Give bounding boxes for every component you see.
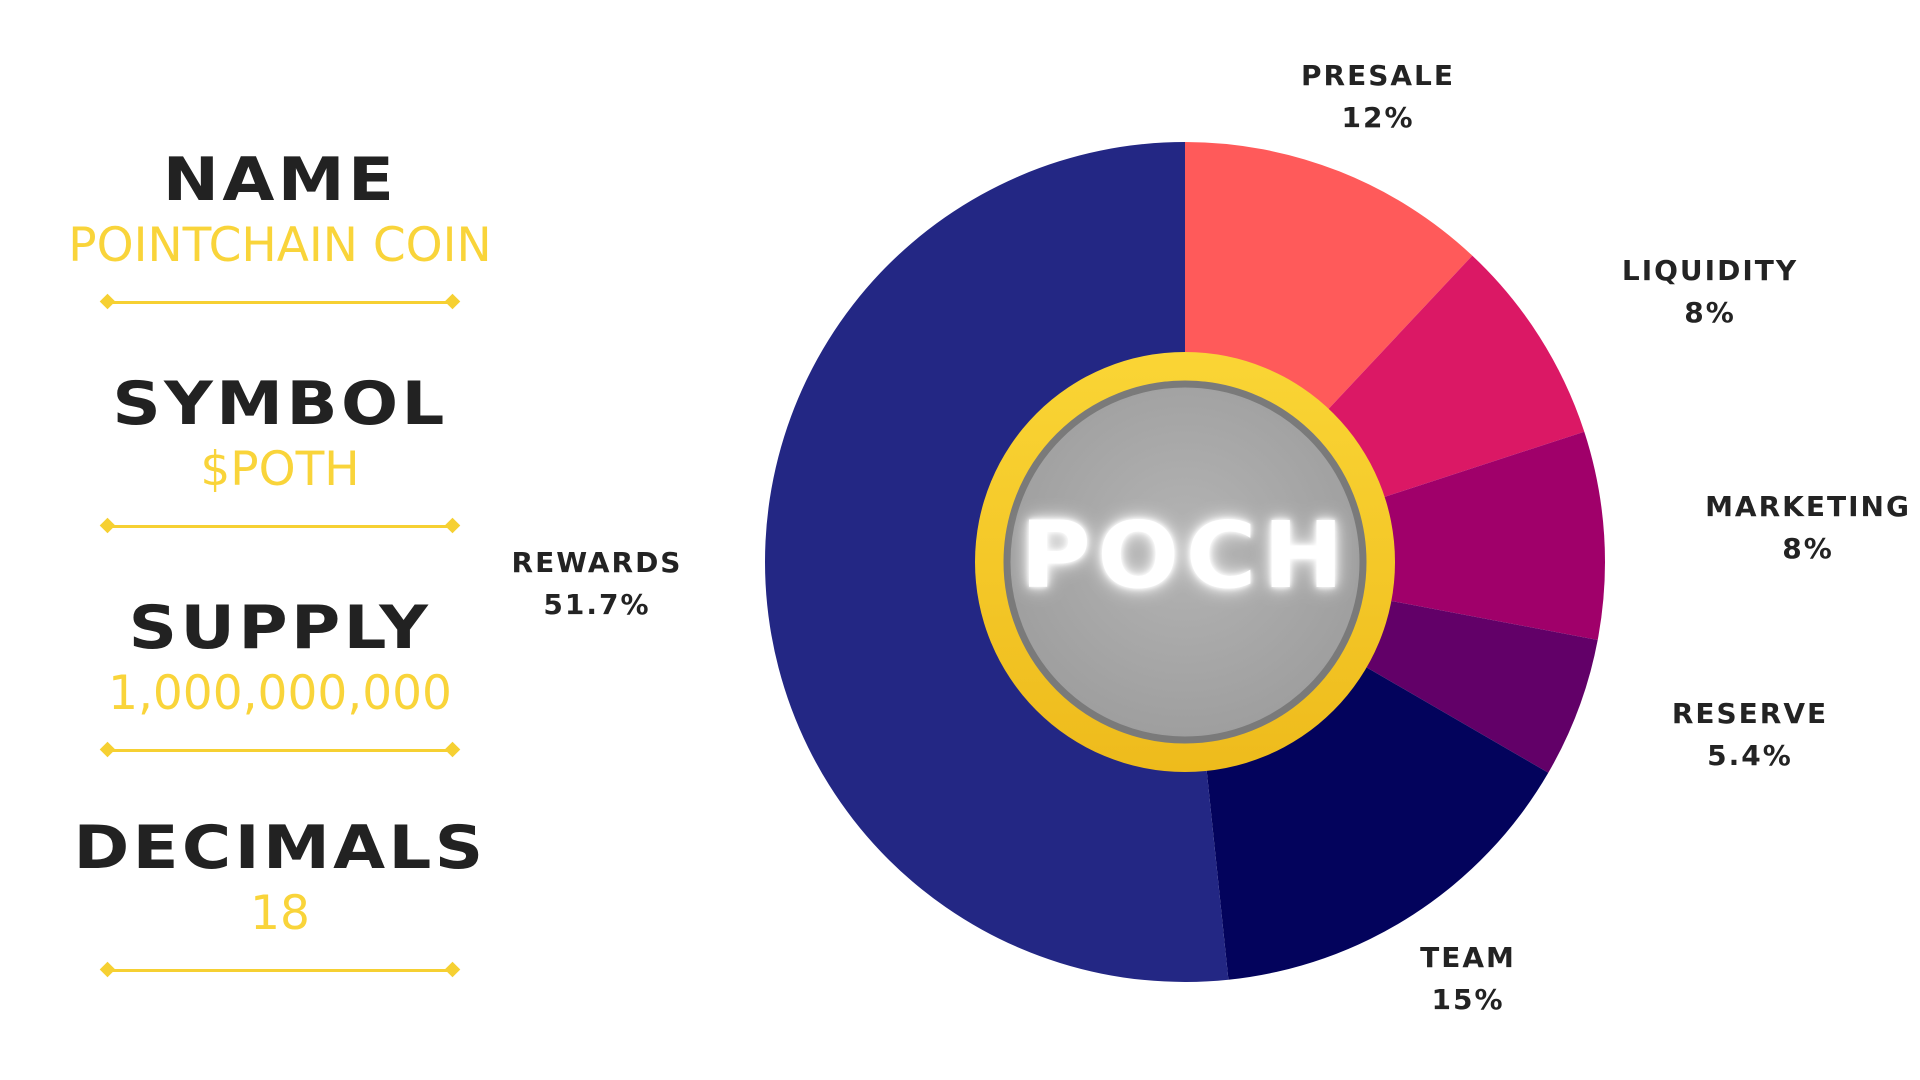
slice-label-name: TEAM [1420,941,1516,974]
slice-label-rewards: REWARDS 51.7% [512,542,683,626]
slice-label-marketing: MARKETING 8% [1705,486,1911,570]
slice-label-value: 12% [1341,101,1415,134]
name-divider [99,293,461,310]
slice-label-name: PRESALE [1300,59,1456,92]
decimals-block: DECIMALS 18 [40,818,520,978]
slice-marketing [1185,431,1605,640]
name-label: NAME [162,145,398,215]
slice-label-value: 8% [1684,296,1736,329]
symbol-label: SYMBOL [112,369,448,439]
symbol-divider [99,517,461,534]
supply-value: 1,000,000,000 [108,666,452,721]
supply-block: SUPPLY 1,000,000,000 [40,598,520,758]
slice-label-name: LIQUIDITY [1621,254,1799,287]
slice-label-name: REWARDS [511,546,683,579]
slice-label-value: 51.7% [543,588,651,621]
slice-label-value: 5.4% [1707,739,1793,772]
decimals-label: DECIMALS [73,813,487,883]
name-block: NAME POINTCHAIN COIN [40,150,520,310]
supply-label: SUPPLY [128,593,432,663]
slice-label-value: 15% [1431,983,1505,1016]
decimals-divider [99,961,461,978]
coin-face [1003,380,1367,744]
name-value: POINTCHAIN COIN [68,218,492,273]
symbol-value: $POTH [200,442,360,497]
slice-label-liquidity: LIQUIDITY 8% [1622,250,1798,334]
slice-label-team: TEAM 15% [1420,937,1516,1021]
symbol-block: SYMBOL $POTH [40,374,520,534]
slice-label-reserve: RESERVE 5.4% [1672,693,1828,777]
slice-label-value: 8% [1782,532,1834,565]
slice-label-name: MARKETING [1705,490,1911,523]
slice-label-name: RESERVE [1671,697,1829,730]
decimals-value: 18 [250,886,310,941]
supply-divider [99,741,461,758]
coin-emblem [975,352,1395,772]
coin-center-text: POCH [1020,502,1350,609]
slice-label-presale: PRESALE 12% [1301,55,1455,139]
